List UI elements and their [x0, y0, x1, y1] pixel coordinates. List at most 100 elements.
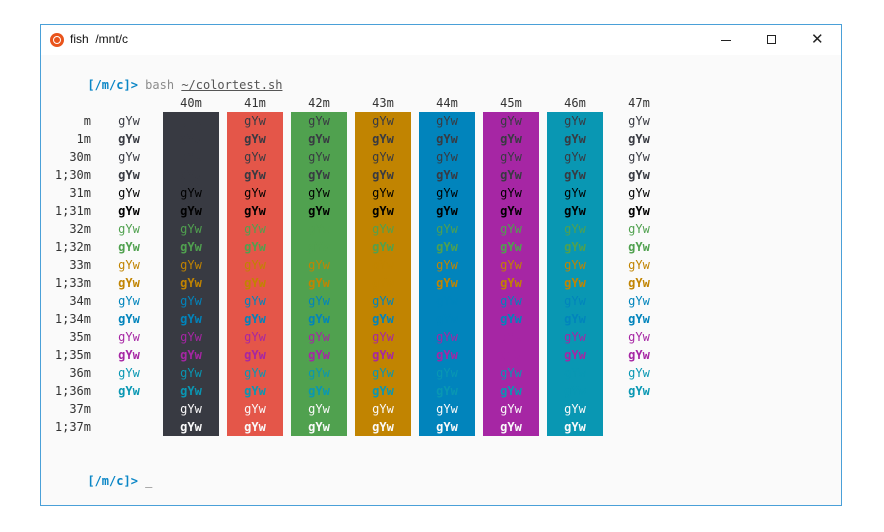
minimize-button[interactable]: [703, 25, 749, 55]
sample-cell: gYw: [244, 240, 266, 254]
sample-cell: gYw: [500, 366, 522, 380]
sample-cell: gYw: [244, 366, 266, 380]
sample-cell: gYw: [308, 240, 330, 254]
sample-cell: gYw: [308, 366, 330, 380]
background-column-46m: [547, 112, 603, 436]
sample-cell: gYw: [118, 150, 140, 164]
sample-cell: gYw: [372, 186, 394, 200]
sample-cell: gYw: [244, 114, 266, 128]
sample-cell: gYw: [436, 330, 458, 344]
sample-cell: gYw: [372, 366, 394, 380]
sample-cell: gYw: [436, 348, 458, 362]
sample-cell: gYw: [308, 186, 330, 200]
title-bar[interactable]: fish /mnt/c ✕: [41, 25, 841, 55]
sample-cell: gYw: [180, 168, 202, 182]
sample-cell: gYw: [308, 204, 330, 218]
sample-cell: gYw: [564, 186, 586, 200]
sample-cell: gYw: [308, 258, 330, 272]
close-icon: ✕: [811, 30, 824, 48]
sample-cell: gYw: [180, 366, 202, 380]
sample-cell: gYw: [628, 348, 650, 362]
sample-cell: gYw: [436, 276, 458, 290]
sample-cell: gYw: [118, 258, 140, 272]
sample-cell: gYw: [628, 258, 650, 272]
sample-cell: gYw: [308, 114, 330, 128]
sample-cell: gYw: [564, 204, 586, 218]
sample-cell: gYw: [118, 294, 140, 308]
sample-cell: gYw: [628, 402, 650, 416]
sample-cell: gYw: [372, 114, 394, 128]
sample-cell: gYw: [564, 420, 586, 434]
sample-cell: gYw: [372, 348, 394, 362]
row-label-m: m: [83, 114, 91, 128]
sample-cell: gYw: [180, 204, 202, 218]
sample-cell: gYw: [244, 312, 266, 326]
sample-cell: gYw: [244, 258, 266, 272]
sample-cell: gYw: [628, 150, 650, 164]
sample-cell: gYw: [436, 420, 458, 434]
sample-cell: gYw: [628, 240, 650, 254]
sample-cell: gYw: [308, 168, 330, 182]
sample-cell: gYw: [118, 348, 140, 362]
sample-cell: gYw: [500, 222, 522, 236]
sample-cell: gYw: [244, 186, 266, 200]
sample-cell: gYw: [118, 114, 140, 128]
sample-cell: gYw: [372, 132, 394, 146]
sample-cell: gYw: [180, 420, 202, 434]
sample-cell: gYw: [118, 186, 140, 200]
sample-cell: gYw: [244, 222, 266, 236]
sample-cell: gYw: [564, 312, 586, 326]
sample-cell: gYw: [564, 168, 586, 182]
terminal-content[interactable]: [/m/c]> bash ~/colortest.sh 40m 41m 42m 43m…: [41, 55, 841, 505]
sample-cell: gYw: [500, 132, 522, 146]
row-label-33m: 33m: [69, 258, 91, 272]
sample-cell: gYw: [180, 384, 202, 398]
sample-cell: gYw: [564, 114, 586, 128]
prompt: [/m/c]>: [87, 474, 138, 488]
background-column-44m: [419, 112, 475, 436]
column-header-43m: 43m: [372, 96, 394, 110]
sample-cell: gYw: [180, 222, 202, 236]
command-text: bash: [145, 78, 175, 92]
ubuntu-icon[interactable]: [50, 33, 64, 47]
column-header-41m: 41m: [244, 96, 266, 110]
row-label-1-34m: 1;34m: [54, 312, 91, 326]
sample-cell: gYw: [372, 150, 394, 164]
sample-cell: gYw: [118, 168, 140, 182]
sample-cell: gYw: [564, 240, 586, 254]
sample-cell: gYw: [180, 240, 202, 254]
sample-cell: gYw: [500, 384, 522, 398]
sample-cell: gYw: [244, 402, 266, 416]
sample-cell: gYw: [436, 402, 458, 416]
sample-cell: gYw: [628, 420, 650, 434]
row-label-1-32m: 1;32m: [54, 240, 91, 254]
sample-cell: gYw: [628, 294, 650, 308]
sample-cell: gYw: [436, 222, 458, 236]
sample-cell: gYw: [308, 384, 330, 398]
sample-cell: gYw: [244, 420, 266, 434]
sample-cell: gYw: [180, 402, 202, 416]
sample-cell: gYw: [244, 348, 266, 362]
row-label-31m: 31m: [69, 186, 91, 200]
sample-cell: gYw: [180, 294, 202, 308]
column-header-47m: 47m: [628, 96, 650, 110]
sample-cell: gYw: [180, 258, 202, 272]
sample-cell: gYw: [436, 366, 458, 380]
sample-cell: gYw: [180, 150, 202, 164]
sample-cell: gYw: [244, 384, 266, 398]
sample-cell: gYw: [436, 114, 458, 128]
sample-cell: gYw: [436, 168, 458, 182]
column-header-46m: 46m: [564, 96, 586, 110]
text-cursor[interactable]: _: [145, 474, 153, 488]
script-path: ~/colortest.sh: [181, 78, 283, 92]
sample-cell: gYw: [500, 204, 522, 218]
sample-cell: gYw: [436, 258, 458, 272]
sample-cell: gYw: [308, 420, 330, 434]
column-header-42m: 42m: [308, 96, 330, 110]
maximize-button[interactable]: [749, 25, 795, 55]
sample-cell: gYw: [118, 384, 140, 398]
close-button[interactable]: ✕: [795, 25, 841, 55]
column-header-44m: 44m: [436, 96, 458, 110]
sample-cell: gYw: [118, 222, 140, 236]
sample-cell: gYw: [372, 330, 394, 344]
